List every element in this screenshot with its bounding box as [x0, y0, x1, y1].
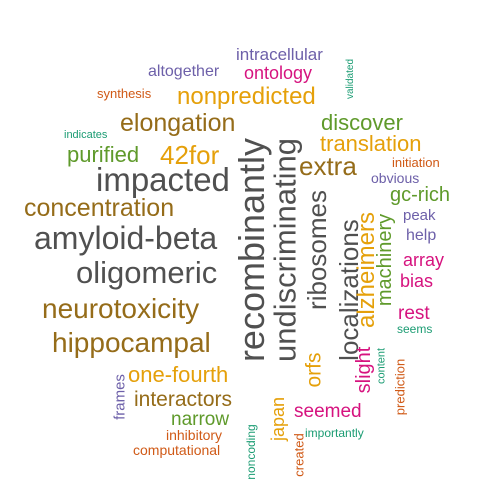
word-nonpredicted: nonpredicted [177, 83, 316, 110]
word-discover: discover [321, 110, 403, 135]
word-rest: rest [398, 303, 430, 324]
word-initiation: initiation [392, 155, 440, 170]
word-seemed: seemed [294, 401, 362, 422]
word-42for: 42for [160, 140, 220, 170]
word-created: created [291, 433, 307, 477]
word-bias: bias [400, 271, 434, 291]
word-narrow: narrow [171, 409, 230, 430]
word-indicates: indicates [64, 129, 108, 141]
word-array: array [403, 250, 445, 270]
word-impacted: impacted [96, 161, 230, 198]
word-synthesis: synthesis [97, 86, 152, 101]
word-purified: purified [67, 142, 140, 167]
word-inhibitory: inhibitory [166, 427, 223, 443]
word-extra: extra [299, 151, 357, 181]
word-translation: translation [320, 131, 422, 156]
word-undiscriminating: undiscriminating [267, 138, 303, 362]
word-one-fourth: one-fourth [128, 362, 229, 387]
word-interactors: interactors [134, 388, 233, 411]
word-slight: slight [353, 346, 375, 394]
word-ribosomes: ribosomes [302, 190, 332, 310]
word-ontology: ontology [244, 63, 313, 83]
word-help: help [406, 227, 437, 244]
word-elongation: elongation [120, 109, 236, 137]
word-importantly: importantly [305, 426, 364, 440]
word-obvious: obvious [371, 170, 420, 186]
word-seems: seems [397, 322, 433, 336]
word-hippocampal: hippocampal [52, 327, 211, 358]
word-neurotoxicity: neurotoxicity [42, 293, 200, 324]
word-peak: peak [403, 207, 436, 224]
word-gc-rich: gc-rich [390, 184, 451, 206]
word-japan: japan [268, 396, 288, 442]
word-validated: validated [345, 58, 356, 100]
word-recombinantly: recombinantly [231, 137, 272, 363]
word-orfs: orfs [302, 352, 326, 388]
word-intracellular: intracellular [236, 45, 323, 64]
word-amyloid-beta: amyloid-beta [34, 220, 218, 256]
word-prediction: prediction [392, 358, 408, 416]
word-oligomeric: oligomeric [76, 255, 218, 290]
word-content: content [375, 347, 388, 385]
word-altogether: altogether [148, 63, 220, 80]
word-frames: frames [111, 374, 129, 420]
word-computational: computational [133, 442, 221, 458]
word-machinery: machinery [374, 213, 396, 307]
word-concentration: concentration [24, 194, 175, 222]
word-noncoding: noncoding [244, 424, 258, 480]
